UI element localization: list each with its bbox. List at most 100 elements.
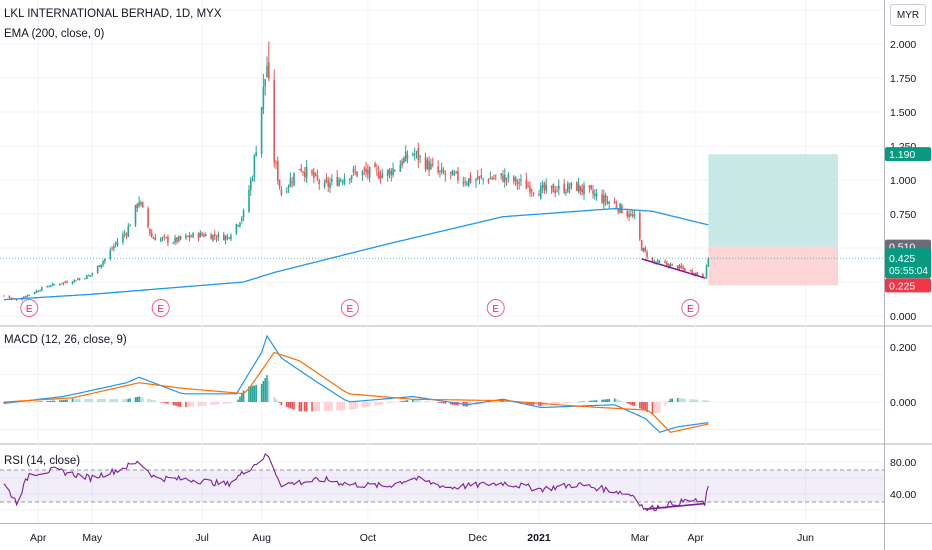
rsi-tick-label: 80.00: [890, 457, 916, 469]
candle-body: [316, 175, 319, 179]
macd-hist-bar: [102, 398, 104, 402]
candle-body: [552, 184, 555, 193]
candle-body: [563, 183, 566, 193]
last-price-label-bg: [885, 248, 931, 279]
candle-body: [46, 286, 49, 288]
candle-body: [340, 179, 342, 182]
macd-hist-bar: [487, 402, 490, 404]
ema-line: [3, 207, 709, 301]
candle-body: [556, 190, 558, 192]
macd-hist-bar: [176, 402, 178, 407]
macd-hist-bar: [503, 400, 506, 402]
candle-body: [412, 153, 414, 156]
candle-body: [266, 66, 268, 77]
candle-body: [576, 182, 578, 191]
macd-hist-bar: [676, 398, 679, 402]
macd-hist-bar: [314, 402, 317, 412]
macd-hist-bar: [442, 402, 445, 404]
candle-body: [557, 185, 560, 190]
rsi-title[interactable]: RSI (14, close): [4, 455, 81, 467]
macd-hist-bar: [89, 398, 92, 402]
candle-body: [354, 171, 357, 173]
candle-body: [167, 236, 169, 243]
macd-hist-bar: [91, 398, 94, 402]
time-tick-label: 2021: [527, 532, 551, 544]
candle-body: [215, 238, 218, 240]
macd-hist-bar: [230, 402, 232, 404]
candle-body: [318, 180, 321, 184]
symbol-title[interactable]: LKL INTERNATIONAL BERHAD, 1D, MYX: [4, 8, 222, 20]
macd-title[interactable]: MACD (12, 26, close, 9): [4, 334, 127, 346]
candle-body: [275, 163, 277, 165]
macd-hist-bar: [550, 402, 553, 405]
macd-hist-bar: [273, 396, 275, 402]
macd-hist-bar: [568, 402, 571, 403]
candle-body: [579, 185, 582, 191]
macd-hist-bar: [316, 402, 319, 412]
candle-body: [444, 173, 447, 176]
candle-body: [113, 246, 115, 249]
candle-body: [608, 202, 611, 204]
candle-body: [361, 171, 364, 176]
candle-body: [363, 168, 366, 171]
candle-body: [267, 62, 270, 79]
macd-hist-bar: [177, 402, 180, 407]
candle-body: [78, 278, 81, 280]
candle-body: [415, 151, 418, 153]
currency-button[interactable]: MYR: [890, 4, 926, 26]
macd-hist-bar: [557, 402, 560, 405]
macd-hist-bar: [680, 398, 683, 402]
rsi-tick-label: 40.00: [890, 489, 916, 501]
candle-body: [457, 170, 459, 181]
macd-hist-bar: [631, 402, 634, 406]
macd-hist-bar: [691, 399, 693, 402]
macd-hist-bar: [588, 400, 591, 402]
candle-body: [449, 171, 452, 174]
macd-hist-bar: [226, 402, 229, 404]
macd-hist-bar: [539, 402, 542, 407]
candle-body: [630, 213, 632, 216]
candle-body: [201, 233, 203, 236]
candle-body: [466, 183, 468, 185]
candle-body: [476, 176, 479, 180]
macd-hist-bar: [655, 402, 657, 414]
ema-legend[interactable]: EMA (200, close, 0): [4, 28, 105, 40]
candle-body: [28, 294, 31, 296]
macd-hist-bar: [114, 399, 117, 402]
macd-hist-bar: [66, 399, 68, 402]
macd-hist-bar: [592, 400, 594, 402]
candle-body: [386, 170, 389, 176]
macd-hist-bar: [154, 400, 157, 402]
macd-hist-bar: [222, 402, 225, 404]
macd-hist-bar: [601, 399, 603, 402]
candle-body: [311, 170, 313, 175]
candle-body: [644, 247, 647, 252]
macd-hist-bar: [693, 399, 695, 402]
macd-hist-bar: [379, 402, 382, 405]
candle-body: [664, 261, 666, 263]
candle-body: [293, 172, 295, 186]
candle-body: [280, 189, 283, 195]
candle-body: [100, 264, 103, 268]
candle-body: [152, 238, 155, 240]
candle-body: [96, 266, 99, 274]
candle-body: [651, 258, 654, 261]
candle-body: [417, 147, 420, 161]
macd-hist-bar: [304, 402, 306, 412]
macd-hist-bar: [73, 398, 76, 402]
candle-body: [24, 296, 27, 298]
macd-hist-bar: [424, 400, 427, 402]
candle-body: [41, 287, 43, 291]
candle-body: [440, 168, 443, 172]
earnings-marker: [20, 299, 39, 317]
macd-hist-bar: [266, 375, 268, 402]
macd-hist-bar: [224, 402, 227, 404]
macd-hist-bar: [100, 398, 103, 402]
macd-hist-bar: [646, 402, 648, 413]
candle-body: [431, 163, 434, 165]
price-tick-label: 2.000: [890, 39, 916, 51]
candle-body: [565, 192, 567, 194]
macd-hist-bar: [639, 402, 641, 409]
candle-body: [437, 166, 439, 173]
